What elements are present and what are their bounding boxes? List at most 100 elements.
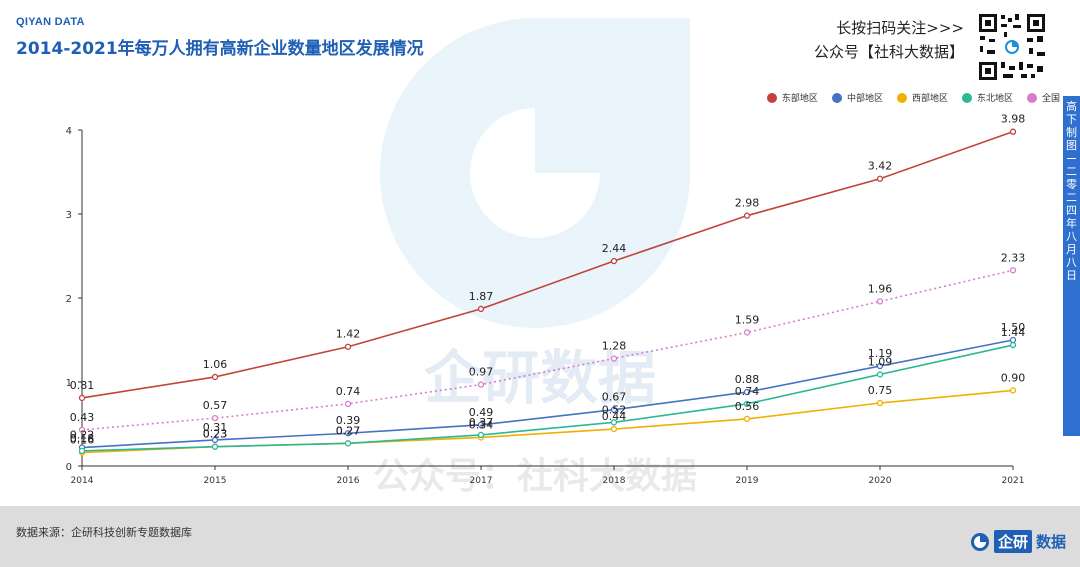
data-point — [1009, 128, 1017, 135]
data-point — [743, 329, 751, 336]
side-tab-bottom: 二零二四年八月八日 — [1063, 165, 1080, 282]
side-tab-char: 制 — [1066, 126, 1077, 139]
side-tab-char: 八 — [1066, 256, 1077, 269]
side-tab-char: 二 — [1066, 165, 1077, 178]
data-point — [211, 436, 219, 444]
y-tick-label: 2 — [66, 294, 72, 305]
data-point — [876, 298, 884, 305]
data-point — [743, 212, 751, 219]
promo-text: 长按扫码关注>>> 公众号【社科大数据】 — [814, 16, 964, 64]
data-label: 1.42 — [336, 328, 361, 341]
legend-dot-icon — [831, 92, 842, 103]
side-tab-char: 月 — [1066, 243, 1077, 256]
data-label: 3.98 — [1001, 113, 1026, 126]
data-point — [743, 415, 751, 423]
data-label: 0.74 — [336, 385, 361, 398]
data-label: 0.52 — [602, 403, 627, 416]
data-label: 0.56 — [735, 400, 760, 413]
data-label: 0.81 — [70, 379, 95, 392]
footer: 数据来源：企研科技创新专题数据库 企研 数据 — [0, 506, 1080, 567]
side-tab-char: 高 — [1066, 100, 1077, 113]
data-label: 2.44 — [602, 242, 627, 255]
data-point — [610, 355, 618, 362]
data-point — [344, 430, 352, 437]
data-point — [211, 414, 219, 422]
data-label: 0.44 — [602, 410, 627, 423]
footer-logo: 企研 数据 — [970, 530, 1066, 553]
data-point — [344, 400, 352, 407]
legend-item[interactable]: 中部地区 — [831, 91, 883, 104]
axes: 0 1 2 3 4 2014 2015 2016 2017 2018 2019 2020 2021 — [66, 126, 1025, 486]
data-point — [743, 400, 751, 407]
data-point — [477, 305, 485, 313]
x-tick-label: 2019 — [736, 476, 759, 486]
series-line — [81, 269, 1014, 431]
side-tab-char: 八 — [1066, 230, 1077, 243]
data-label: 0.57 — [203, 399, 228, 412]
data-label: 1.19 — [868, 347, 893, 360]
data-point — [211, 373, 219, 381]
legend-item[interactable]: 东部地区 — [766, 91, 818, 104]
data-point — [1009, 341, 1017, 349]
data-label: 0.23 — [203, 428, 228, 441]
data-label: 0.27 — [336, 424, 361, 437]
watermark-subtitle: 公众号：社科大数据 — [373, 456, 697, 497]
side-tab-char: 年 — [1066, 217, 1077, 230]
side-tab-top: 高下制图 — [1063, 100, 1080, 152]
data-point — [78, 426, 86, 434]
legend-label: 东北地区 — [976, 94, 1013, 104]
data-point — [743, 388, 751, 396]
data-label: 0.18 — [70, 432, 95, 445]
legend-label: 西部地区 — [911, 94, 948, 104]
side-tab-char: 日 — [1066, 269, 1077, 282]
data-label: 3.42 — [868, 160, 893, 173]
x-tick-label: 2021 — [1002, 476, 1025, 486]
data-point — [876, 362, 884, 370]
data-point — [610, 406, 618, 413]
data-label: 0.16 — [70, 434, 95, 447]
legend: 东部地区 中部地区 西部地区 东北地区 全国 — [766, 91, 1060, 104]
data-labels: 0.81 1.06 1.42 1.87 2.44 2.98 3.42 3.98 0.22 0.31… — [70, 113, 1026, 447]
data-label: 0.31 — [203, 421, 228, 434]
data-label: 1.50 — [1001, 321, 1026, 334]
data-label: 1.59 — [735, 313, 760, 326]
data-point — [211, 443, 219, 450]
legend-item[interactable]: 东北地区 — [961, 91, 1013, 104]
side-tab-char: 二 — [1066, 191, 1077, 204]
footer-logo-suffix: 数据 — [1035, 533, 1066, 551]
data-point — [610, 419, 618, 426]
qr-code-icon[interactable] — [977, 12, 1047, 82]
data-point — [876, 175, 884, 182]
legend-dot-icon — [961, 92, 972, 103]
data-label: 0.97 — [469, 366, 494, 379]
legend-label: 中部地区 — [846, 94, 883, 104]
y-tick-label: 3 — [66, 210, 72, 221]
data-point — [78, 394, 86, 402]
source-text: 数据来源：企研科技创新专题数据库 — [16, 526, 192, 539]
x-tick-label: 2014 — [71, 476, 94, 486]
side-tab-divider — [1067, 158, 1076, 159]
data-label: 0.67 — [602, 391, 627, 404]
data-label: 1.44 — [1001, 326, 1026, 339]
x-tick-label: 2015 — [204, 476, 227, 486]
data-label: 0.43 — [70, 411, 95, 424]
legend-item[interactable]: 西部地区 — [896, 91, 948, 104]
y-tick-label: 4 — [66, 126, 72, 137]
y-tick-label: 0 — [66, 462, 72, 473]
chart-title: 2014-2021年每万人拥有高新企业数量地区发展情况 — [16, 39, 424, 59]
data-label: 0.22 — [70, 429, 95, 442]
side-tab-char: 四 — [1066, 204, 1077, 217]
series-group — [78, 128, 1017, 456]
data-point — [477, 421, 485, 428]
promo-line-2: 公众号【社科大数据】 — [813, 43, 964, 61]
x-tick-label: 2016 — [337, 476, 360, 486]
series-line — [81, 130, 1014, 399]
legend-label: 东部地区 — [781, 94, 818, 104]
watermark-title: 企研数据 — [424, 344, 656, 412]
legend-item[interactable]: 全国 — [1026, 91, 1060, 104]
data-point — [610, 257, 618, 265]
legend-dot-icon — [1026, 92, 1037, 103]
data-point — [78, 447, 86, 455]
